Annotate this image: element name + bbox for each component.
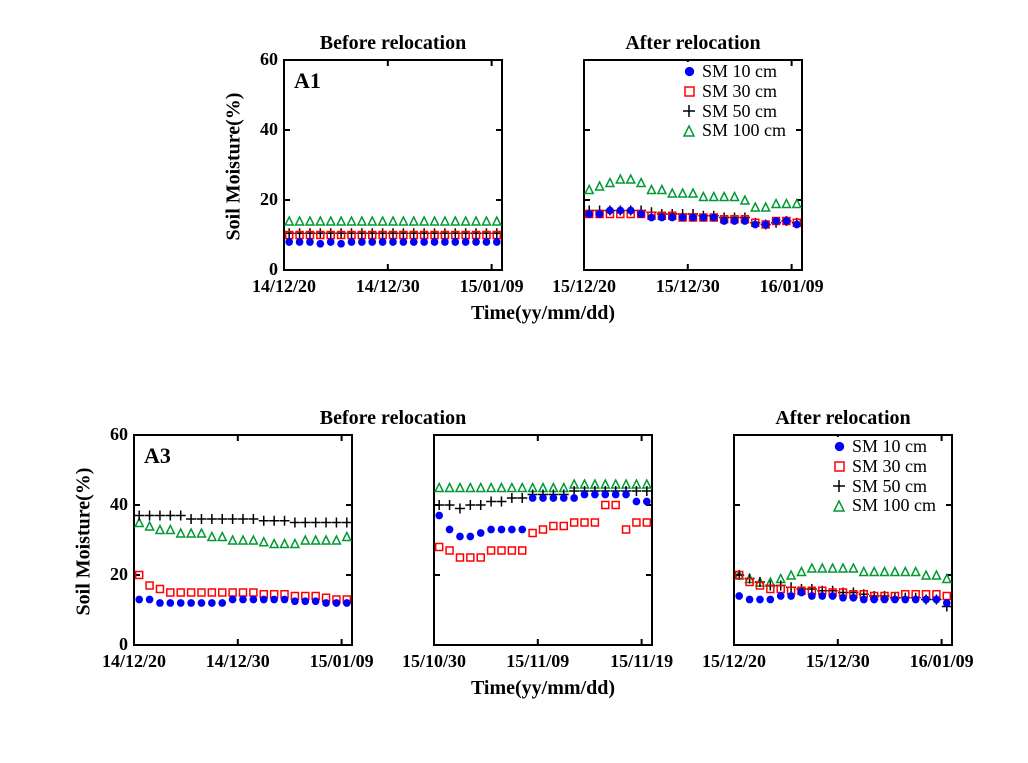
chart-row-row2: 020406014/12/2014/12/3015/01/09A315/10/3… — [64, 395, 964, 755]
sm50-marker-icon — [832, 479, 846, 493]
panel-label: A3 — [144, 443, 171, 469]
legend-label: SM 50 cm — [702, 102, 777, 122]
sm30-marker-icon — [682, 85, 696, 99]
legend: SM 10 cmSM 30 cmSM 50 cmSM 100 cm — [832, 437, 936, 516]
figure: 020406014/12/2014/12/3015/01/09Before re… — [0, 0, 1028, 763]
legend-label: SM 50 cm — [852, 477, 927, 497]
ytick-label: 20 — [110, 564, 128, 585]
legend-label: SM 100 cm — [852, 496, 936, 516]
legend-label: SM 10 cm — [702, 62, 777, 82]
sm100-marker-icon — [832, 499, 846, 513]
xtick-label: 15/12/30 — [648, 276, 728, 297]
sm10-marker-icon — [832, 440, 846, 454]
legend-label: SM 30 cm — [702, 82, 777, 102]
legend-item: SM 10 cm — [682, 62, 786, 82]
sm10-marker-icon — [682, 65, 696, 79]
plot-svg — [364, 395, 664, 695]
sm30-marker-icon — [832, 460, 846, 474]
legend-item: SM 50 cm — [832, 477, 936, 497]
panel-title: After relocation — [584, 32, 802, 55]
chart-panel-a1-after: 15/12/2015/12/3016/01/09After relocation… — [514, 20, 814, 320]
legend-item: SM 30 cm — [832, 457, 936, 477]
legend-item: SM 10 cm — [832, 437, 936, 457]
ytick-label: 60 — [260, 49, 278, 70]
y-axis-label: Soil Moisture(%) — [223, 67, 246, 267]
legend-item: SM 30 cm — [682, 82, 786, 102]
chart-row-row1: 020406014/12/2014/12/3015/01/09Before re… — [214, 20, 814, 350]
chart-panel-a3-before-1: 020406014/12/2014/12/3015/01/09A3 — [64, 395, 364, 695]
section-title: After relocation — [734, 407, 952, 430]
sm100-marker-icon — [682, 124, 696, 138]
xtick-label: 14/12/20 — [244, 276, 324, 297]
legend-label: SM 10 cm — [852, 437, 927, 457]
legend-item: SM 100 cm — [832, 496, 936, 516]
x-axis-label: Time(yy/mm/dd) — [134, 677, 952, 700]
panel-title: Before relocation — [284, 32, 502, 55]
ytick-label: 20 — [260, 189, 278, 210]
xtick-label: 15/11/09 — [498, 651, 578, 672]
x-axis-label: Time(yy/mm/dd) — [284, 302, 802, 325]
legend: SM 10 cmSM 30 cmSM 50 cmSM 100 cm — [682, 62, 786, 141]
legend-item: SM 50 cm — [682, 102, 786, 122]
legend-label: SM 30 cm — [852, 457, 927, 477]
ytick-label: 40 — [110, 494, 128, 515]
xtick-label: 16/01/09 — [902, 651, 982, 672]
xtick-label: 14/12/20 — [94, 651, 174, 672]
chart-panel-a1-before: 020406014/12/2014/12/3015/01/09Before re… — [214, 20, 514, 320]
xtick-label: 15/10/30 — [394, 651, 474, 672]
plot-svg — [64, 395, 364, 695]
ytick-label: 40 — [260, 119, 278, 140]
ytick-label: 60 — [110, 424, 128, 445]
xtick-label: 14/12/30 — [198, 651, 278, 672]
xtick-label: 15/12/30 — [798, 651, 878, 672]
y-axis-label: Soil Moisture(%) — [73, 442, 96, 642]
plot-svg — [214, 20, 514, 320]
legend-item: SM 100 cm — [682, 121, 786, 141]
chart-panel-a3-after: 15/12/2015/12/3016/01/09SM 10 cmSM 30 cm… — [664, 395, 964, 695]
chart-panel-a3-before-2: 15/10/3015/11/0915/11/19 — [364, 395, 664, 695]
section-title: Before relocation — [134, 407, 652, 430]
legend-label: SM 100 cm — [702, 121, 786, 141]
panel-label: A1 — [294, 68, 321, 94]
xtick-label: 16/01/09 — [752, 276, 832, 297]
xtick-label: 15/12/20 — [694, 651, 774, 672]
xtick-label: 14/12/30 — [348, 276, 428, 297]
xtick-label: 15/12/20 — [544, 276, 624, 297]
sm50-marker-icon — [682, 104, 696, 118]
